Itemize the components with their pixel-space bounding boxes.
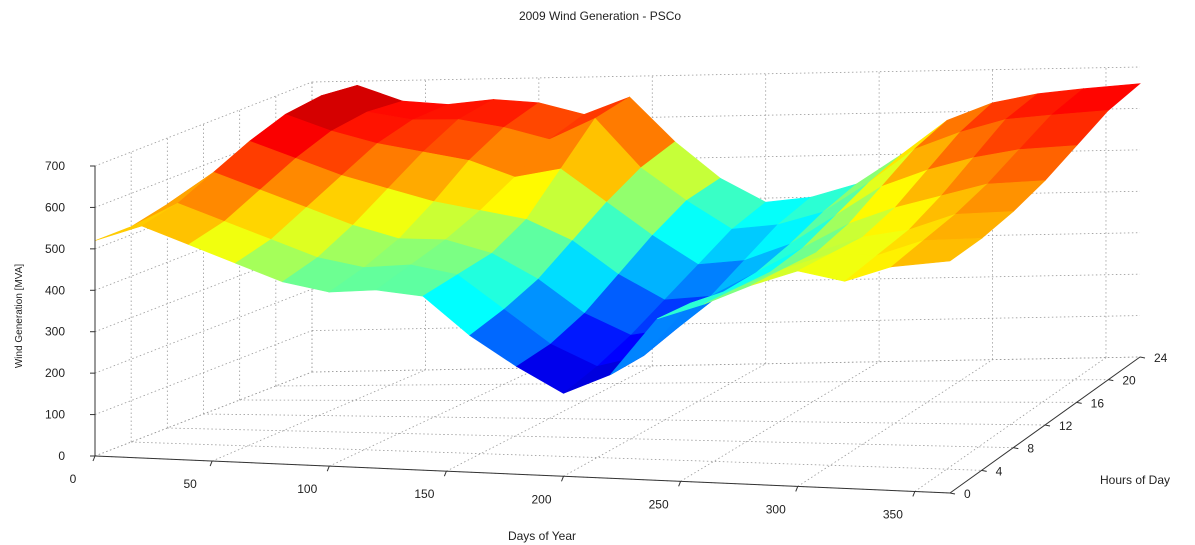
surface-layer (94, 83, 1141, 394)
floor-grid-x (797, 359, 993, 487)
z-tick-label: 200 (45, 366, 65, 380)
x-axis-label: Days of Year (508, 529, 576, 543)
y-tick-label: 0 (964, 487, 971, 501)
x-tick-mark (795, 486, 799, 492)
z-tick-label: 300 (45, 325, 65, 339)
z-tick-label: 400 (45, 283, 65, 297)
y-tick-mark (1013, 447, 1019, 450)
y-tick-label: 16 (1091, 396, 1105, 410)
y-tick-label: 24 (1154, 351, 1168, 365)
tick-layer: 0 50 100 150 200 250 300 350 0 4 8 12 16 20 24 0 100 200 3… (45, 159, 1168, 521)
x-tick-label: 350 (883, 507, 903, 521)
side-wall-grid-z (94, 247, 313, 333)
floor-grid-y (167, 427, 1014, 449)
y-tick-mark (949, 492, 956, 495)
y-tick-label: 4 (996, 464, 1003, 478)
floor-grid-y (275, 379, 1109, 387)
x-tick-label: 300 (766, 502, 786, 516)
back-wall-grid-z (311, 315, 1141, 331)
floor-grid-x (914, 357, 1107, 492)
side-wall-grid-z (94, 123, 313, 208)
side-wall-grid-z (94, 330, 313, 415)
side-wall-grid-z (94, 288, 313, 374)
x-tick-mark (678, 481, 682, 487)
z-tick-label: 100 (45, 408, 65, 422)
x-tick-label: 0 (70, 472, 77, 486)
z-tick-label: 600 (45, 200, 65, 214)
floor-grid-x (680, 361, 880, 482)
y-tick-mark (1108, 379, 1114, 382)
side-wall-grid-z (94, 81, 313, 167)
y-tick-mark (1076, 401, 1082, 404)
x-tick-mark (912, 491, 916, 497)
z-tick-label: 500 (45, 242, 65, 256)
floor-grid-y (239, 399, 1077, 403)
x-tick-mark (561, 476, 564, 482)
y-tick-mark (981, 469, 987, 472)
y-tick-mark (1044, 424, 1051, 427)
x-tick-mark (326, 465, 330, 472)
floor-grid-y (203, 413, 1046, 426)
surface-patch (890, 237, 983, 268)
side-wall-grid-z (94, 371, 313, 457)
y-tick-label: 20 (1122, 374, 1136, 388)
x-tick-label: 50 (183, 477, 197, 491)
x-axis-line (94, 455, 951, 494)
x-tick-mark (443, 471, 447, 477)
floor-grid-y (131, 441, 982, 471)
back-wall-grid-z (311, 66, 1141, 83)
x-tick-label: 200 (531, 492, 551, 506)
x-tick-label: 100 (297, 482, 317, 496)
floor-grid-x (446, 365, 653, 472)
z-tick-label: 0 (58, 449, 65, 463)
y-tick-label: 12 (1059, 419, 1073, 433)
x-tick-mark (209, 460, 213, 467)
x-tick-mark (92, 455, 96, 462)
x-tick-label: 150 (414, 487, 434, 501)
y-tick-mark (1139, 356, 1146, 359)
y-tick-label: 8 (1027, 442, 1034, 456)
chart-title: 2009 Wind Generation - PSCo (519, 9, 681, 23)
z-tick-label: 700 (45, 159, 65, 173)
x-tick-label: 250 (649, 497, 669, 511)
floor-grid-x (211, 369, 426, 462)
back-wall-grid-z (311, 356, 1141, 373)
z-axis-label: Wind Generation [MVA] (14, 264, 25, 369)
floor-grid-x (329, 367, 540, 467)
y-axis-label: Hours of Day (1100, 473, 1170, 487)
